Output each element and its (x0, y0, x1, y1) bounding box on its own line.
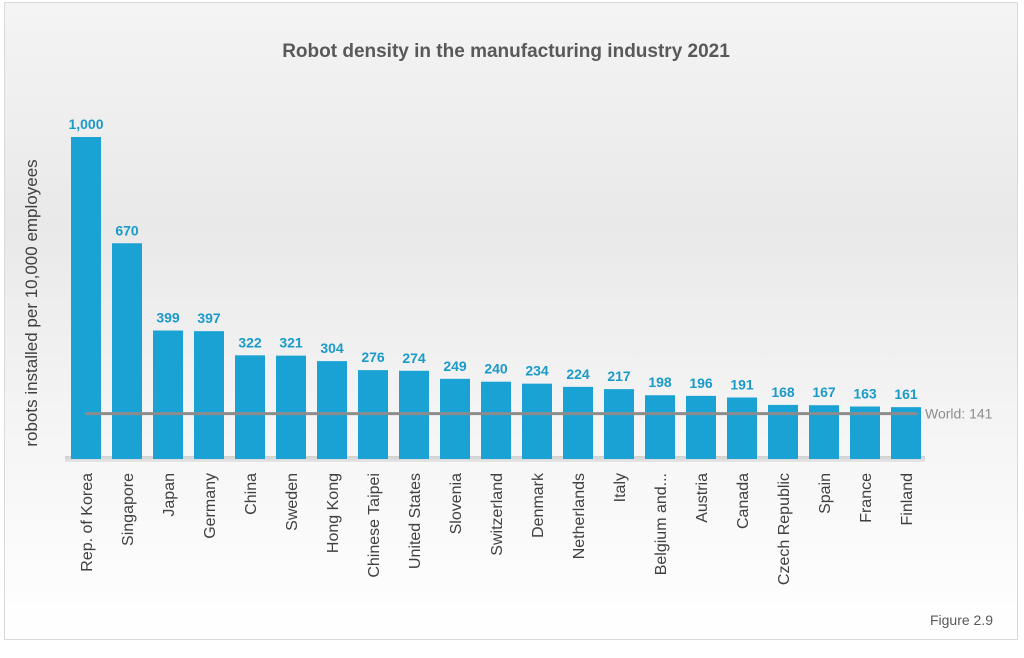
value-label-12: 224 (566, 366, 590, 382)
category-label-9: Slovenia (448, 473, 465, 534)
bar-15 (686, 395, 716, 459)
world-average-label: World: 141 (925, 406, 993, 422)
value-label-1: 670 (115, 222, 139, 238)
value-label-5: 321 (279, 335, 303, 351)
value-label-0: 1,000 (68, 116, 103, 132)
category-label-19: France (858, 473, 875, 523)
category-label-8: United States (407, 473, 424, 569)
category-label-2: Japan (161, 473, 178, 517)
y-axis-label: robots installed per 10,000 employees (22, 159, 41, 446)
category-label-3: Germany (202, 473, 219, 539)
category-label-0: Rep. of Korea (79, 473, 96, 572)
value-label-11: 234 (525, 363, 549, 379)
category-labels-group: Rep. of Korea Singapore Japan Germany China S… (79, 472, 916, 585)
value-label-18: 167 (812, 384, 836, 400)
category-label-7: Chinese Taipei (366, 473, 383, 578)
value-label-7: 276 (361, 349, 385, 365)
value-label-9: 249 (443, 358, 467, 374)
bar-16 (727, 397, 757, 459)
bar-14 (645, 395, 675, 459)
value-label-14: 198 (648, 374, 672, 390)
bar-6 (317, 361, 347, 459)
value-label-3: 397 (197, 310, 221, 326)
category-label-14: Belgium and... (653, 473, 670, 575)
bar-11 (522, 383, 552, 459)
category-label-5: Sweden (284, 473, 301, 531)
category-label-6: Hong Kong (325, 473, 342, 553)
category-label-12: Netherlands (571, 473, 588, 559)
value-labels-group: 1,000 670 399 397 322 321 304 276 274 249 240 234 22… (68, 116, 917, 402)
figure-caption: Figure 2.9 (930, 612, 993, 628)
value-label-15: 196 (689, 375, 713, 391)
chart-title: Robot density in the manufacturing indus… (282, 41, 730, 62)
value-label-6: 304 (320, 340, 344, 356)
category-label-18: Spain (817, 473, 834, 514)
bar-9 (440, 378, 470, 459)
bar-3 (194, 331, 224, 459)
value-label-10: 240 (484, 361, 508, 377)
bar-4 (235, 355, 265, 459)
category-label-13: Italy (612, 473, 629, 502)
bar-19 (850, 406, 880, 459)
category-label-16: Canada (735, 473, 752, 529)
category-label-17: Czech Republic (776, 473, 793, 585)
category-label-20: Finland (899, 473, 916, 525)
bar-10 (481, 381, 511, 459)
bar-0 (71, 137, 101, 459)
value-label-2: 399 (156, 310, 180, 326)
category-label-1: Singapore (120, 473, 137, 546)
bar-chart: Robot density in the manufacturing indus… (22, 41, 993, 628)
bar-13 (604, 389, 634, 459)
value-label-4: 322 (238, 334, 262, 350)
bar-5 (276, 355, 306, 459)
bar-12 (563, 386, 593, 459)
category-label-11: Denmark (530, 472, 547, 538)
category-label-10: Switzerland (489, 473, 506, 556)
bars-group (71, 137, 921, 459)
value-label-19: 163 (853, 386, 877, 402)
category-label-4: China (243, 473, 260, 515)
bar-2 (153, 330, 183, 459)
value-label-17: 168 (771, 384, 795, 400)
value-label-16: 191 (730, 376, 754, 392)
category-label-15: Austria (694, 473, 711, 523)
bar-1 (112, 243, 142, 459)
value-label-20: 161 (894, 386, 918, 402)
value-label-13: 217 (607, 368, 631, 384)
bar-20 (891, 407, 921, 459)
value-label-8: 274 (402, 350, 426, 366)
chart-frame: Robot density in the manufacturing indus… (4, 2, 1018, 640)
